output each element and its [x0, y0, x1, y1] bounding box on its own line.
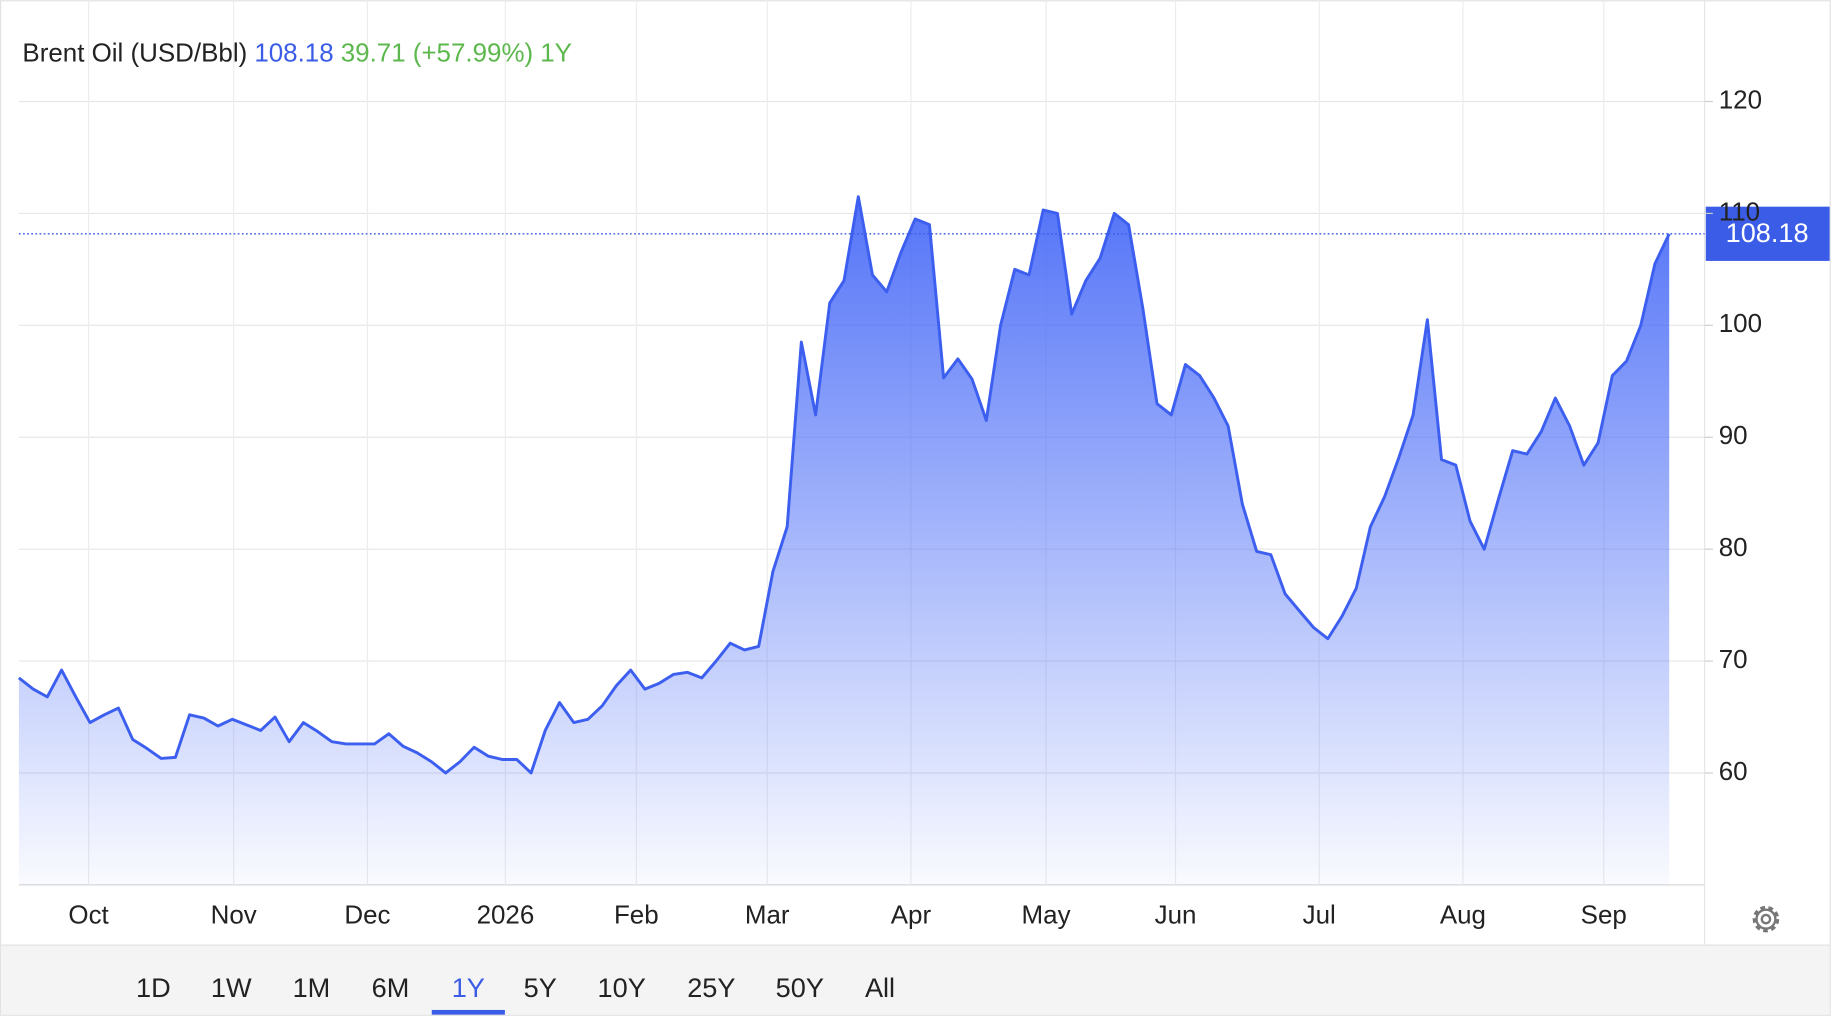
x-tick-label: Oct — [68, 902, 109, 930]
x-tick-label: May — [1022, 902, 1071, 930]
y-tick-label: 120 — [1719, 86, 1762, 114]
price-line — [17, 195, 1671, 775]
range-button[interactable]: 1Y — [452, 972, 485, 1003]
x-tick-label: Dec — [344, 902, 390, 930]
settings-icon[interactable] — [1752, 905, 1780, 933]
range-button[interactable]: 6M — [372, 972, 410, 1003]
range-selected-underline — [431, 1009, 505, 1015]
area-fill — [18, 196, 1670, 885]
range-button[interactable]: 1W — [211, 972, 252, 1003]
x-tick-label: Jul — [1303, 902, 1336, 930]
x-tick-label: Sep — [1581, 902, 1627, 930]
range-button[interactable]: 10Y — [598, 972, 646, 1003]
y-tick-label: 100 — [1719, 310, 1762, 338]
range-button[interactable]: All — [865, 972, 895, 1003]
y-tick-label: 90 — [1719, 422, 1748, 450]
x-tick-label: 2026 — [477, 902, 535, 930]
range-bar — [1, 945, 1830, 1015]
price: 108.18 — [254, 39, 333, 67]
header: Brent Oil (USD/Bbl) 108.18 39.71 (+57.99%) 1… — [22, 39, 572, 67]
last-price-tag — [1705, 206, 1830, 261]
period: 1Y — [540, 39, 572, 67]
change: 39.71 — [341, 39, 406, 67]
x-tick-label: Mar — [745, 902, 790, 930]
change-pct: (+57.99%) — [413, 39, 533, 67]
chart-title: Brent Oil (USD/Bbl) — [22, 39, 247, 67]
x-tick-label: Aug — [1440, 902, 1486, 930]
y-tick-label: 110 — [1719, 198, 1760, 226]
x-tick-label: Feb — [614, 902, 659, 930]
x-tick-label: Nov — [211, 902, 257, 930]
range-button[interactable]: 50Y — [776, 972, 824, 1003]
x-tick-label: Jun — [1155, 902, 1197, 930]
y-tick-label: 60 — [1719, 758, 1748, 786]
range-button[interactable]: 5Y — [524, 972, 557, 1003]
range-button[interactable]: 1D — [136, 972, 171, 1003]
y-tick-label: 80 — [1719, 534, 1748, 562]
range-button[interactable]: 25Y — [687, 972, 735, 1003]
range-button[interactable]: 1M — [293, 972, 331, 1003]
y-tick-label: 70 — [1719, 646, 1748, 674]
last-price-label: 108.18 — [1726, 217, 1809, 248]
x-tick-label: Apr — [891, 902, 932, 930]
